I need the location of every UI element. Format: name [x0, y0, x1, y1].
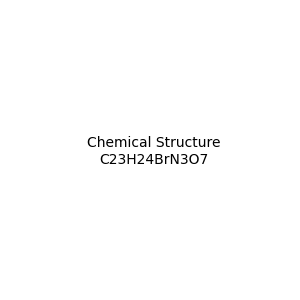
Text: Chemical Structure
C23H24BrN3O7: Chemical Structure C23H24BrN3O7 — [87, 136, 220, 166]
